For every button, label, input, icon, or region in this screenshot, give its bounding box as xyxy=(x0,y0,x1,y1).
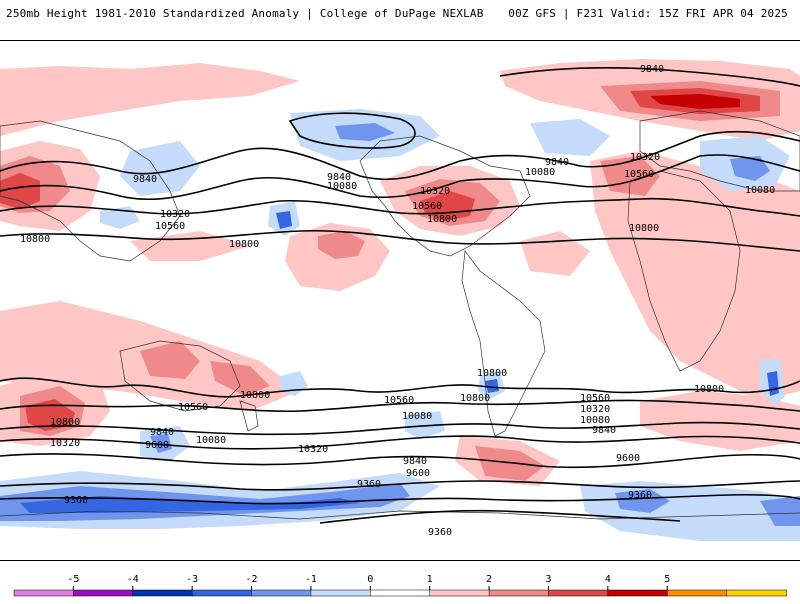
colorbar-segment xyxy=(370,589,431,597)
contour-label: 10800 xyxy=(50,417,80,428)
contour-label: 9840 xyxy=(640,64,664,75)
contour-label: 10080 xyxy=(745,185,775,196)
contour-label: 9840 xyxy=(150,427,174,438)
contour-label: 10320 xyxy=(160,209,190,220)
colorbar-segment xyxy=(73,589,134,597)
contour-label: 10320 xyxy=(420,186,450,197)
contour-label: 10080 xyxy=(525,167,555,178)
contour-label: 10800 xyxy=(427,214,457,225)
contour-label: 10560 xyxy=(624,169,654,180)
contour-label: 10080 xyxy=(580,415,610,426)
contour-label: 9360 xyxy=(64,495,88,506)
colorbar-tick-label: -3 xyxy=(186,574,198,585)
contour-label: 9840 xyxy=(545,157,569,168)
contour-label: 9600 xyxy=(145,440,169,451)
contour-label: 10320 xyxy=(580,404,610,415)
contour-label: 10080 xyxy=(196,435,226,446)
colorbar-svg: -5 -4 -3 -2 -1 0 1 2 3 4 5 xyxy=(13,574,787,597)
colorbar-tick-label: 1 xyxy=(427,574,433,585)
colorbar-segment xyxy=(191,589,253,597)
colorbar-tick-label: -5 xyxy=(67,574,79,585)
run-info: 00Z GFS | F231 Valid: 15Z FRI APR 04 202… xyxy=(508,7,788,20)
contour-labels: 9840 9840 9840 9840 10080 10080 10080 10… xyxy=(20,64,775,538)
contour-label: 9360 xyxy=(357,479,381,490)
contour-label: 10560 xyxy=(178,402,208,413)
contour-label: 10560 xyxy=(580,393,610,404)
positive-anomaly-shading xyxy=(0,59,800,486)
colorbar-tick-label: -2 xyxy=(246,574,258,585)
header: 250mb Height 1981-2010 Standardized Anom… xyxy=(0,0,800,30)
contour-label: 9840 xyxy=(327,172,351,183)
colorbar-tick-label: -4 xyxy=(127,574,139,585)
contour-label: 9840 xyxy=(403,456,427,467)
colorbar-segment xyxy=(607,589,668,597)
colorbar-tick-label: 0 xyxy=(367,574,373,585)
colorbar-segment xyxy=(548,589,609,597)
contour-label: 9360 xyxy=(628,490,652,501)
map-svg: 9840 9840 9840 9840 10080 10080 10080 10… xyxy=(0,59,800,541)
colorbar-tick-label: 4 xyxy=(605,574,611,585)
contour-label: 9360 xyxy=(428,527,452,538)
contour-label: 10080 xyxy=(327,181,357,192)
contour-label: 9600 xyxy=(616,453,640,464)
negative-anomaly-shading xyxy=(0,109,800,541)
colorbar-segment xyxy=(310,589,372,597)
contour-label: 9840 xyxy=(592,425,616,436)
colorbar-segment xyxy=(726,589,787,597)
colorbar-tick-label: 2 xyxy=(486,574,492,585)
contour-label: 10080 xyxy=(402,411,432,422)
contour-label: 10800 xyxy=(694,384,724,395)
contour-label: 10320 xyxy=(50,438,80,449)
colorbar-segment xyxy=(666,589,728,597)
anomaly-map: 9840 9840 9840 9840 10080 10080 10080 10… xyxy=(0,40,800,561)
colorbar-segment xyxy=(429,589,490,597)
chart-title: 250mb Height 1981-2010 Standardized Anom… xyxy=(6,7,484,20)
contour-label: 10560 xyxy=(412,201,442,212)
contour-label: 10320 xyxy=(298,444,328,455)
contour-label: 10800 xyxy=(477,368,507,379)
colorbar-segment xyxy=(488,589,550,597)
contour-label: 10800 xyxy=(460,393,490,404)
colorbar-tick-label: 3 xyxy=(545,574,551,585)
contour-label: 10800 xyxy=(229,239,259,250)
contour-label: 10800 xyxy=(240,390,270,401)
colorbar-segments xyxy=(13,589,787,597)
colorbar-tick-label: -1 xyxy=(305,574,317,585)
contour-label: 9840 xyxy=(133,174,157,185)
contour-label: 10800 xyxy=(20,234,50,245)
colorbar-tick-label: 5 xyxy=(664,574,670,585)
contour-label: 9600 xyxy=(406,468,430,479)
contour-label: 10800 xyxy=(629,223,659,234)
colorbar-segment xyxy=(13,589,75,597)
contour-label: 10560 xyxy=(384,395,414,406)
height-contours xyxy=(0,66,800,524)
colorbar-legend: -5 -4 -3 -2 -1 0 1 2 3 4 5 xyxy=(0,560,800,600)
colorbar-segment xyxy=(251,589,312,597)
contour-label: 10320 xyxy=(630,152,660,163)
colorbar-segment xyxy=(132,589,193,597)
contour-label: 10560 xyxy=(155,221,185,232)
colorbar-ticks: -5 -4 -3 -2 -1 0 1 2 3 4 5 xyxy=(67,574,670,590)
